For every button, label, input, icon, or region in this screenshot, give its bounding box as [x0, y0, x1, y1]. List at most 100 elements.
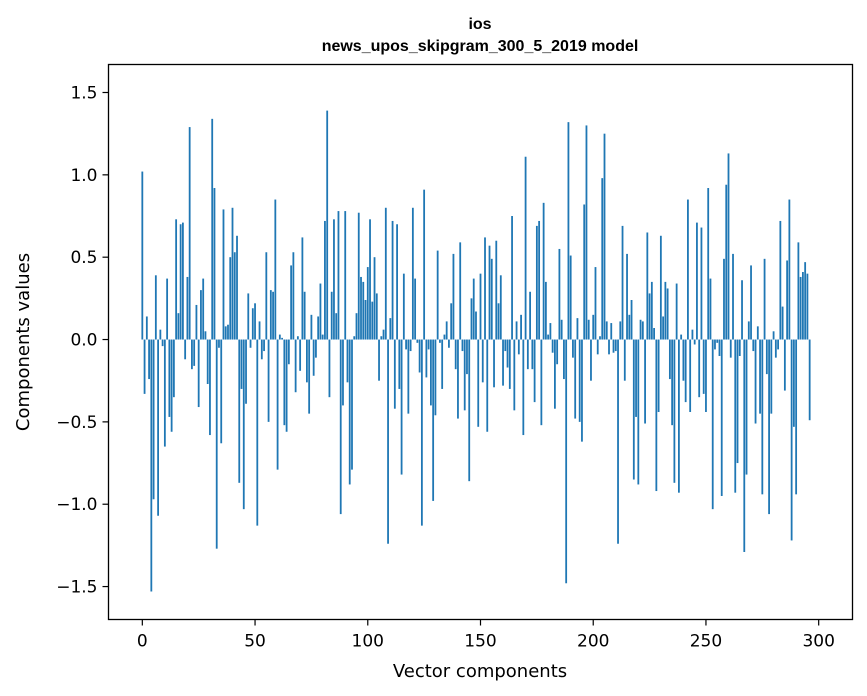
- bar-232: [664, 281, 667, 340]
- bar-148: [475, 311, 477, 340]
- bar-139: [454, 339, 457, 370]
- bar-246: [696, 222, 698, 340]
- bar-103: [373, 257, 376, 340]
- bar-121: [414, 278, 417, 340]
- y-tick-label-1: −1.0: [56, 495, 97, 515]
- bar-47: [247, 293, 250, 340]
- bar-233: [666, 288, 669, 340]
- bar-273: [756, 326, 759, 340]
- bar-52: [258, 321, 261, 340]
- bar-188: [565, 339, 568, 584]
- bar-122: [416, 339, 419, 343]
- bar-218: [632, 339, 635, 480]
- bar-241: [684, 339, 687, 403]
- chart-title: ios: [468, 16, 491, 33]
- bar-129: [432, 339, 435, 501]
- bar-105: [378, 339, 380, 381]
- bar-252: [709, 278, 712, 340]
- bar-203: [599, 336, 601, 340]
- bar-155: [490, 258, 493, 340]
- bar-19: [184, 339, 187, 360]
- bar-189: [567, 122, 570, 340]
- bar-262: [732, 253, 734, 340]
- bar-125: [423, 189, 426, 340]
- bar-177: [540, 339, 543, 426]
- bar-27: [202, 278, 205, 340]
- bar-5: [152, 339, 155, 500]
- bar-43: [238, 339, 241, 483]
- bar-26: [200, 290, 202, 340]
- bar-20: [186, 276, 189, 340]
- bar-24: [195, 304, 198, 340]
- bar-217: [630, 300, 633, 340]
- bar-162: [506, 339, 509, 368]
- bar-227: [653, 328, 655, 340]
- bar-294: [804, 262, 807, 340]
- bar-198: [587, 319, 590, 340]
- bar-135: [445, 321, 448, 340]
- bar-134: [443, 334, 446, 340]
- bar-138: [452, 253, 455, 340]
- bar-190: [569, 255, 572, 340]
- bar-213: [621, 225, 624, 340]
- bar-211: [617, 339, 619, 544]
- bar-67: [292, 252, 295, 340]
- bar-7: [157, 339, 159, 516]
- bar-23: [193, 339, 196, 366]
- bar-13: [170, 339, 173, 432]
- bar-270: [750, 265, 752, 340]
- bar-29: [206, 339, 209, 384]
- bar-104: [375, 293, 378, 340]
- bar-286: [786, 260, 789, 340]
- bar-264: [736, 339, 739, 464]
- bar-163: [508, 339, 511, 389]
- bar-267: [743, 339, 746, 552]
- bar-12: [168, 339, 171, 417]
- bar-61: [278, 334, 281, 340]
- bar-85: [333, 219, 335, 340]
- bar-48: [249, 339, 252, 348]
- bar-140: [457, 339, 459, 419]
- bar-38: [227, 324, 229, 340]
- plot-frame: [107, 63, 854, 621]
- bar-257: [720, 339, 723, 496]
- bar-168: [520, 314, 522, 340]
- bar-201: [594, 267, 597, 340]
- bar-237: [675, 283, 678, 340]
- bar-39: [229, 257, 232, 340]
- bar-65: [287, 339, 290, 365]
- bar-44: [240, 339, 243, 389]
- bar-93: [351, 339, 353, 470]
- bar-151: [481, 339, 484, 383]
- bar-16: [177, 313, 180, 340]
- bar-91: [346, 339, 349, 383]
- x-tick-label-0: 0: [137, 632, 148, 652]
- bar-98: [362, 281, 365, 340]
- bar-174: [533, 339, 536, 403]
- bar-0: [141, 171, 144, 340]
- bar-series: [141, 110, 811, 592]
- bar-37: [224, 326, 227, 340]
- bar-272: [754, 339, 757, 424]
- bar-66: [290, 265, 293, 340]
- bar-239: [680, 334, 683, 340]
- bar-229: [657, 339, 660, 412]
- bar-124: [420, 339, 423, 526]
- bar-199: [590, 339, 592, 381]
- bar-150: [479, 273, 482, 340]
- bar-32: [213, 188, 216, 340]
- bar-222: [641, 321, 644, 340]
- bar-249: [702, 339, 705, 394]
- bar-123: [418, 339, 421, 373]
- bar-4: [150, 339, 153, 592]
- bar-277: [765, 339, 768, 375]
- bar-214: [623, 339, 626, 381]
- bar-34: [218, 339, 220, 348]
- bar-68: [294, 339, 297, 393]
- bar-74: [308, 339, 311, 414]
- bar-30: [209, 339, 211, 436]
- bar-216: [628, 314, 631, 340]
- bar-193: [576, 318, 579, 340]
- bar-234: [668, 339, 671, 380]
- bar-276: [763, 258, 766, 340]
